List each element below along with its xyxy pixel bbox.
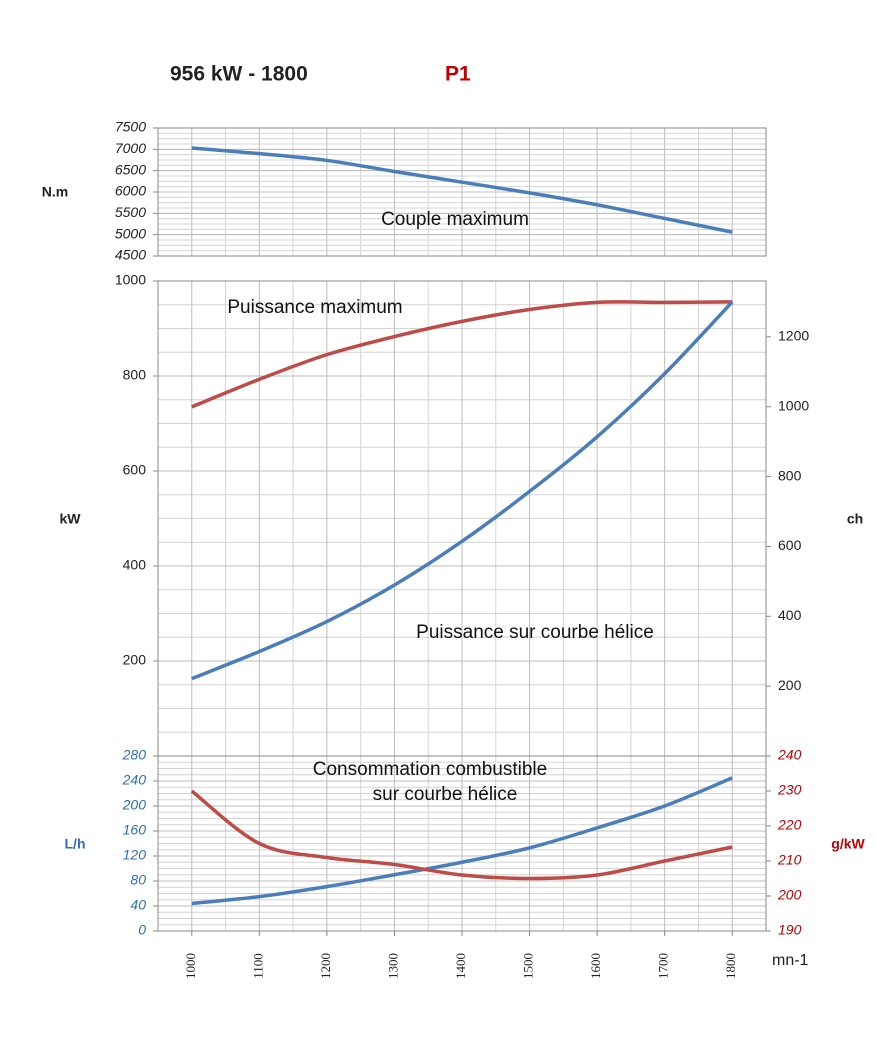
y-tick-label: 200: [122, 797, 147, 813]
x-tick-label: 1600: [588, 953, 603, 979]
x-tick-label: 1200: [318, 953, 333, 979]
annotation: Consommation combustible: [313, 759, 547, 780]
y-tick-label: 240: [122, 772, 147, 788]
series-line: [191, 300, 733, 409]
y2-tick-label: 220: [777, 817, 802, 833]
series-line: [191, 776, 733, 906]
y-tick-label: 1000: [115, 272, 146, 288]
y2-tick-label: 240: [777, 747, 802, 763]
y-tick-label: 6500: [115, 161, 146, 177]
y2-axis-label: ch: [847, 511, 863, 527]
y-axis-label: L/h: [65, 836, 86, 852]
series-line: [191, 146, 733, 234]
y-tick-label: 40: [130, 897, 146, 913]
y2-tick-label: 800: [778, 467, 802, 483]
x-axis-label: mn-1: [772, 952, 809, 969]
y-tick-label: 600: [123, 462, 147, 478]
x-tick-label: 1500: [521, 953, 536, 979]
x-tick-label: 1300: [385, 953, 400, 979]
y2-tick-label: 1200: [778, 328, 809, 344]
y-tick-label: 800: [123, 367, 147, 383]
x-tick-label: 1700: [656, 953, 671, 979]
y-tick-label: 400: [123, 557, 147, 573]
annotation: sur courbe hélice: [373, 784, 518, 805]
annotation: Couple maximum: [381, 209, 529, 230]
y-tick-label: 0: [138, 922, 146, 938]
y2-tick-label: 600: [778, 537, 802, 553]
y-tick-label: 280: [122, 747, 147, 763]
y-tick-label: 5500: [115, 204, 146, 220]
x-tick-label: 1100: [250, 953, 265, 979]
y-tick-label: 120: [123, 847, 147, 863]
chart-title: 956 kW - 1800: [170, 63, 308, 86]
x-tick-label: 1000: [183, 953, 198, 979]
series-line: [191, 300, 734, 681]
y2-tick-label: 190: [778, 922, 802, 938]
x-tick-label: 1400: [453, 953, 468, 979]
y-tick-label: 6000: [115, 183, 146, 199]
series-line: [190, 789, 733, 881]
y-tick-label: 7500: [115, 119, 146, 135]
y-axis-label: kW: [60, 511, 82, 527]
y-tick-label: 80: [130, 872, 146, 888]
y-tick-label: 200: [123, 652, 147, 668]
y-tick-label: 160: [123, 822, 147, 838]
y-axis-label: N.m: [42, 184, 68, 200]
x-tick-label: 1800: [723, 953, 738, 979]
y-tick-label: 7000: [115, 140, 146, 156]
annotation: Puissance maximum: [227, 297, 402, 318]
y2-tick-label: 210: [777, 852, 802, 868]
y-tick-label: 4500: [115, 247, 146, 263]
y-tick-label: 5000: [115, 225, 146, 241]
annotation: Puissance sur courbe hélice: [416, 622, 654, 643]
y2-tick-label: 1000: [778, 397, 809, 413]
y2-tick-label: 230: [777, 782, 802, 798]
y2-tick-label: 200: [777, 887, 802, 903]
chart-subtitle: P1: [445, 63, 471, 86]
y2-axis-label: g/kW: [831, 836, 865, 852]
y2-tick-label: 200: [778, 677, 802, 693]
y2-tick-label: 400: [778, 607, 802, 623]
